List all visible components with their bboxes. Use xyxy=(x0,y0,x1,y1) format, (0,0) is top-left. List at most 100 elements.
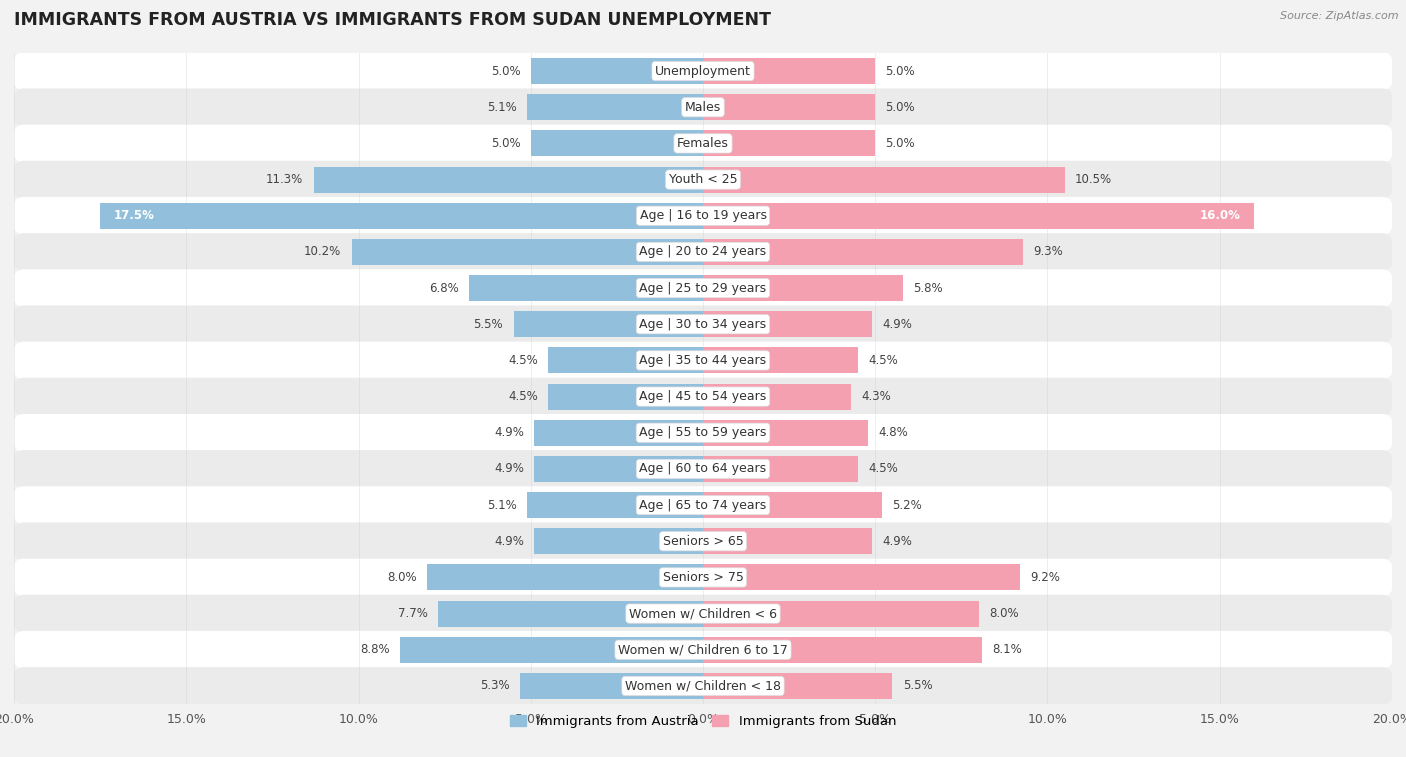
Bar xyxy=(352,239,703,265)
Text: 5.0%: 5.0% xyxy=(886,137,915,150)
Text: 4.9%: 4.9% xyxy=(494,463,524,475)
Text: Youth < 25: Youth < 25 xyxy=(669,173,737,186)
Bar xyxy=(531,58,703,84)
FancyBboxPatch shape xyxy=(14,269,1392,307)
Text: 5.1%: 5.1% xyxy=(488,101,517,114)
Text: 4.5%: 4.5% xyxy=(508,354,537,367)
Text: Age | 60 to 64 years: Age | 60 to 64 years xyxy=(640,463,766,475)
Text: 4.3%: 4.3% xyxy=(862,390,891,403)
FancyBboxPatch shape xyxy=(14,450,1392,488)
Bar xyxy=(703,600,979,627)
Text: Age | 30 to 34 years: Age | 30 to 34 years xyxy=(640,318,766,331)
Bar xyxy=(703,167,1064,192)
Bar xyxy=(703,565,1019,590)
Text: 4.9%: 4.9% xyxy=(882,318,912,331)
Text: 5.8%: 5.8% xyxy=(912,282,943,294)
Text: 4.8%: 4.8% xyxy=(879,426,908,439)
Text: 5.1%: 5.1% xyxy=(488,499,517,512)
Text: 4.9%: 4.9% xyxy=(494,426,524,439)
Text: Seniors > 65: Seniors > 65 xyxy=(662,534,744,548)
FancyBboxPatch shape xyxy=(14,595,1392,632)
Bar xyxy=(314,167,703,192)
Text: 8.1%: 8.1% xyxy=(993,643,1022,656)
Bar xyxy=(527,94,703,120)
Legend: Immigrants from Austria, Immigrants from Sudan: Immigrants from Austria, Immigrants from… xyxy=(505,709,901,734)
Text: 11.3%: 11.3% xyxy=(266,173,304,186)
Text: 5.3%: 5.3% xyxy=(481,680,510,693)
FancyBboxPatch shape xyxy=(14,233,1392,271)
Text: Unemployment: Unemployment xyxy=(655,64,751,77)
Bar xyxy=(703,58,875,84)
Text: 8.0%: 8.0% xyxy=(388,571,418,584)
Bar xyxy=(703,130,875,157)
FancyBboxPatch shape xyxy=(14,667,1392,705)
Bar xyxy=(437,600,703,627)
Text: 4.5%: 4.5% xyxy=(869,354,898,367)
Text: 10.5%: 10.5% xyxy=(1076,173,1112,186)
Text: 9.3%: 9.3% xyxy=(1033,245,1063,258)
Text: 5.0%: 5.0% xyxy=(886,64,915,77)
Text: Males: Males xyxy=(685,101,721,114)
Bar xyxy=(534,456,703,482)
Bar xyxy=(100,203,703,229)
Bar xyxy=(468,275,703,301)
Text: Women w/ Children < 6: Women w/ Children < 6 xyxy=(628,607,778,620)
Text: 4.9%: 4.9% xyxy=(882,534,912,548)
FancyBboxPatch shape xyxy=(14,341,1392,379)
Bar xyxy=(703,528,872,554)
Bar xyxy=(703,492,882,518)
Text: 10.2%: 10.2% xyxy=(304,245,342,258)
Bar xyxy=(520,673,703,699)
Text: 5.0%: 5.0% xyxy=(491,64,520,77)
FancyBboxPatch shape xyxy=(14,197,1392,235)
Bar xyxy=(513,311,703,338)
Text: 4.5%: 4.5% xyxy=(508,390,537,403)
Text: 4.5%: 4.5% xyxy=(869,463,898,475)
Bar xyxy=(703,203,1254,229)
Text: 5.5%: 5.5% xyxy=(474,318,503,331)
Text: 5.5%: 5.5% xyxy=(903,680,932,693)
Bar xyxy=(703,94,875,120)
Bar xyxy=(703,456,858,482)
FancyBboxPatch shape xyxy=(14,52,1392,90)
Text: IMMIGRANTS FROM AUSTRIA VS IMMIGRANTS FROM SUDAN UNEMPLOYMENT: IMMIGRANTS FROM AUSTRIA VS IMMIGRANTS FR… xyxy=(14,11,770,30)
Text: Age | 20 to 24 years: Age | 20 to 24 years xyxy=(640,245,766,258)
FancyBboxPatch shape xyxy=(14,414,1392,452)
Text: Females: Females xyxy=(678,137,728,150)
FancyBboxPatch shape xyxy=(14,305,1392,343)
Text: Age | 35 to 44 years: Age | 35 to 44 years xyxy=(640,354,766,367)
Text: Women w/ Children 6 to 17: Women w/ Children 6 to 17 xyxy=(619,643,787,656)
Bar xyxy=(548,384,703,410)
Text: Source: ZipAtlas.com: Source: ZipAtlas.com xyxy=(1281,11,1399,21)
Bar xyxy=(527,492,703,518)
Text: 8.8%: 8.8% xyxy=(360,643,389,656)
FancyBboxPatch shape xyxy=(14,522,1392,560)
Text: 17.5%: 17.5% xyxy=(114,209,155,223)
Bar xyxy=(703,239,1024,265)
FancyBboxPatch shape xyxy=(14,89,1392,126)
Bar xyxy=(531,130,703,157)
Text: 9.2%: 9.2% xyxy=(1031,571,1060,584)
FancyBboxPatch shape xyxy=(14,559,1392,597)
Bar xyxy=(534,419,703,446)
Text: Women w/ Children < 18: Women w/ Children < 18 xyxy=(626,680,780,693)
Bar xyxy=(534,528,703,554)
Text: Age | 16 to 19 years: Age | 16 to 19 years xyxy=(640,209,766,223)
Text: Age | 25 to 29 years: Age | 25 to 29 years xyxy=(640,282,766,294)
Text: Seniors > 75: Seniors > 75 xyxy=(662,571,744,584)
Text: 4.9%: 4.9% xyxy=(494,534,524,548)
Text: Age | 55 to 59 years: Age | 55 to 59 years xyxy=(640,426,766,439)
Bar xyxy=(703,275,903,301)
FancyBboxPatch shape xyxy=(14,631,1392,668)
Text: 5.0%: 5.0% xyxy=(491,137,520,150)
Bar xyxy=(703,673,893,699)
Text: 6.8%: 6.8% xyxy=(429,282,458,294)
Bar xyxy=(703,419,869,446)
Bar xyxy=(548,347,703,373)
Bar xyxy=(703,347,858,373)
Text: 7.7%: 7.7% xyxy=(398,607,427,620)
Text: 8.0%: 8.0% xyxy=(988,607,1018,620)
FancyBboxPatch shape xyxy=(14,160,1392,198)
Text: 16.0%: 16.0% xyxy=(1199,209,1240,223)
Text: Age | 45 to 54 years: Age | 45 to 54 years xyxy=(640,390,766,403)
